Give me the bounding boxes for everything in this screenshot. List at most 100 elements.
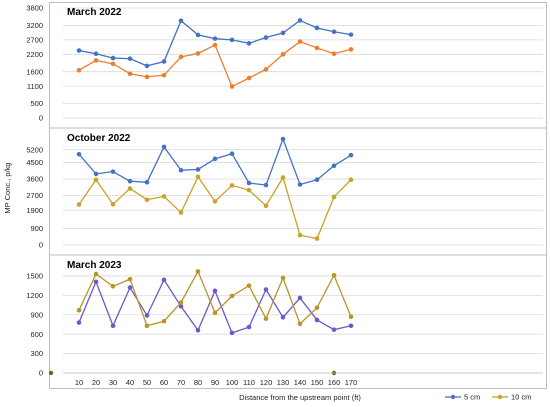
data-point <box>280 175 286 180</box>
x-tick-label: 160 <box>328 378 341 387</box>
y-tick-label: 1900 <box>26 206 43 215</box>
y-tick-label: 0 <box>39 369 43 378</box>
data-point <box>144 197 150 203</box>
y-tick-label: 1200 <box>26 291 43 300</box>
data-point <box>93 171 99 177</box>
legend-label: 5 cm <box>464 393 480 402</box>
data-point <box>195 327 201 333</box>
data-point <box>178 167 184 173</box>
x-tick-label: 130 <box>277 378 290 387</box>
data-point <box>297 182 303 187</box>
data-point <box>348 323 354 329</box>
y-tick-label: 3600 <box>26 175 43 184</box>
series-line-10cm <box>78 40 352 88</box>
zero-marker <box>48 370 54 376</box>
data-point <box>110 283 116 289</box>
data-point <box>331 51 337 57</box>
data-point <box>178 304 184 309</box>
y-tick-label: 1600 <box>26 67 43 76</box>
y-tick-label: 600 <box>30 330 43 339</box>
x-tick-label: 110 <box>243 378 255 387</box>
data-point <box>280 52 286 57</box>
data-point <box>93 58 99 63</box>
data-point <box>76 307 82 313</box>
data-point <box>110 169 116 174</box>
data-point <box>212 199 218 204</box>
data-point <box>280 275 286 281</box>
chart-border <box>49 2 547 389</box>
x-tick-label: 50 <box>143 378 151 387</box>
data-point <box>178 54 184 60</box>
data-point <box>144 323 150 329</box>
data-point <box>195 167 201 172</box>
data-point <box>314 236 320 241</box>
data-point <box>297 232 303 238</box>
data-point <box>297 39 303 44</box>
y-tick-label: 300 <box>30 349 43 358</box>
data-point <box>229 293 235 299</box>
data-point <box>76 320 82 325</box>
data-point <box>144 74 150 80</box>
x-tick-label: 120 <box>260 378 273 387</box>
data-point <box>127 56 133 61</box>
data-point <box>263 203 269 209</box>
data-point <box>93 271 99 277</box>
y-tick-label: 2700 <box>26 191 43 200</box>
data-point <box>161 59 167 64</box>
data-point <box>195 51 201 56</box>
data-point <box>263 182 269 188</box>
y-tick-label: 1500 <box>26 272 43 281</box>
data-point <box>348 314 354 320</box>
data-point <box>178 18 184 24</box>
data-point <box>127 178 133 184</box>
x-tick-label: 70 <box>177 378 185 387</box>
data-point <box>229 183 235 188</box>
data-point <box>331 194 337 200</box>
y-axis-label: MP Conc., p/kg <box>3 162 12 213</box>
data-point <box>314 305 320 310</box>
y-tick-label: 5200 <box>26 145 43 154</box>
data-point <box>161 277 167 283</box>
data-point <box>314 25 320 31</box>
series-line-10cm <box>78 175 352 240</box>
data-point <box>212 310 218 316</box>
data-point <box>263 316 269 321</box>
data-point <box>229 84 235 89</box>
x-tick-label: 140 <box>294 378 307 387</box>
data-point <box>195 269 201 274</box>
x-tick-label: 60 <box>160 378 168 387</box>
y-tick-label: 0 <box>39 241 43 250</box>
x-tick-label: 30 <box>109 378 117 387</box>
data-point <box>178 300 184 305</box>
data-point <box>263 67 269 72</box>
data-point <box>348 152 354 158</box>
data-point <box>161 194 167 199</box>
data-point <box>127 186 133 191</box>
y-tick-label: 2200 <box>26 50 43 59</box>
data-point <box>144 63 150 69</box>
x-tick-label: 20 <box>92 378 100 387</box>
data-point <box>76 151 82 157</box>
legend-marker <box>450 394 456 400</box>
x-tick-label: 40 <box>126 378 134 387</box>
y-tick-label: 900 <box>30 224 43 233</box>
data-point <box>348 32 354 37</box>
data-point <box>263 287 269 292</box>
data-point <box>212 36 218 41</box>
y-tick-label: 900 <box>30 310 43 319</box>
data-point <box>93 177 99 183</box>
data-point <box>297 18 303 23</box>
data-point <box>246 41 252 46</box>
data-point <box>314 177 320 183</box>
legend-label: 10 cm <box>511 393 531 402</box>
panel-title: March 2023 <box>67 260 122 271</box>
data-point <box>246 187 252 193</box>
x-axis-label: Distance from the upstream point (ft) <box>239 393 361 402</box>
y-tick-label: 4500 <box>26 158 43 167</box>
data-point <box>110 55 116 61</box>
y-tick-label: 3200 <box>26 21 43 30</box>
y-tick-label: 0 <box>39 114 43 123</box>
data-point <box>76 67 82 73</box>
